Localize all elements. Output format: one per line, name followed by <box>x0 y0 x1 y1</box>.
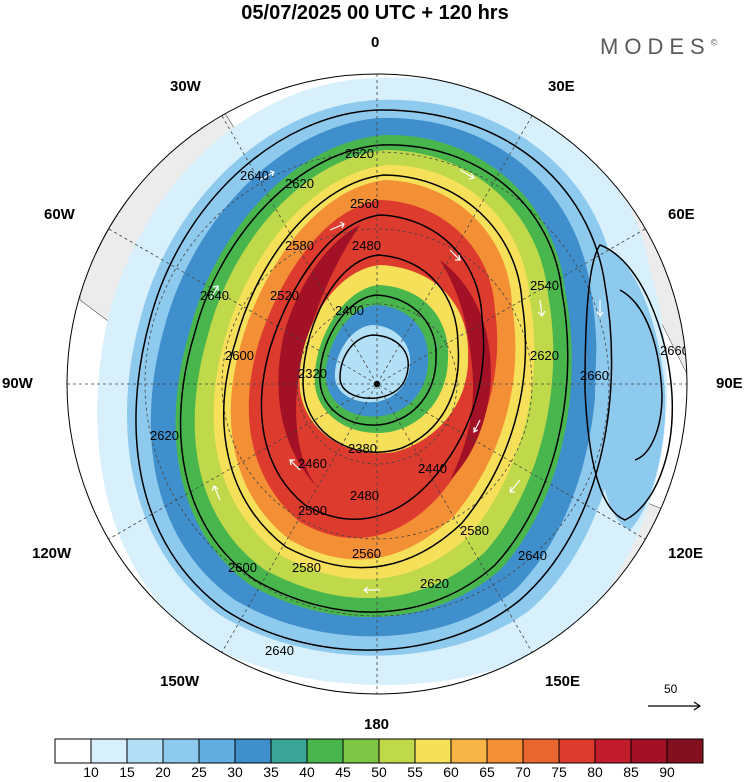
reference-vector-arrow <box>648 701 702 711</box>
colorbar-swatch <box>162 738 200 764</box>
height-contours <box>135 109 674 651</box>
colorbar-label: 20 <box>155 764 171 780</box>
contour-label: 2640 <box>200 288 229 303</box>
colorbar-swatch <box>522 738 560 764</box>
lon-label-150e: 150E <box>545 673 581 690</box>
colorbar-label: 25 <box>191 764 207 780</box>
colorbar-label: 70 <box>515 764 531 780</box>
contour-label: 2620 <box>530 348 559 363</box>
contour-label: 2620 <box>285 176 314 191</box>
wind-speed-field <box>97 77 668 685</box>
contour-label: 2320 <box>298 366 327 381</box>
contour-label: 2580 <box>292 560 321 575</box>
lon-label-0: 0 <box>371 34 380 51</box>
colorbar-label: 10 <box>83 764 99 780</box>
colorbar-swatch <box>486 738 524 764</box>
contour-label: 2660 <box>660 343 689 358</box>
contour-label: 2600 <box>225 348 254 363</box>
contour-label: 2400 <box>335 303 364 318</box>
colorbar-swatch <box>198 738 236 764</box>
brand-text: MODES <box>600 34 711 59</box>
contour-label: 2620 <box>150 428 179 443</box>
contour-label: 2380 <box>348 441 377 456</box>
contour-label: 2480 <box>350 488 379 503</box>
reference-vector-label: 50 <box>664 682 678 696</box>
colorbar-label: 40 <box>299 764 315 780</box>
wind-arrows <box>209 169 604 594</box>
colorbar-swatch <box>54 738 92 764</box>
colorbar-label: 45 <box>335 764 351 780</box>
page-title: 05/07/2025 00 UTC + 120 hrs <box>241 2 509 24</box>
map-border <box>66 73 688 695</box>
colorbar-swatch <box>378 738 416 764</box>
colorbar-swatch <box>594 738 632 764</box>
graticule <box>67 74 687 694</box>
colorbar-swatch <box>126 738 164 764</box>
contour-label: 2600 <box>228 560 257 575</box>
colorbar-swatch <box>558 738 596 764</box>
colorbar-swatch <box>450 738 488 764</box>
lon-label-150w: 150W <box>160 673 200 690</box>
colorbar-swatch <box>234 738 272 764</box>
colorbar-label: 85 <box>623 764 639 780</box>
contour-label: 2560 <box>350 196 379 211</box>
brand-logo: MODES© <box>600 34 717 60</box>
contour-label: 2660 <box>580 368 609 383</box>
lon-label-60w: 60W <box>44 206 75 223</box>
lon-label-180: 180 <box>364 716 390 733</box>
contour-label: 2640 <box>518 548 547 563</box>
contour-label: 2480 <box>352 238 381 253</box>
lon-label-30w: 30W <box>170 78 201 95</box>
contour-label: 2560 <box>352 546 381 561</box>
colorbar-label: 15 <box>119 764 135 780</box>
contour-label: 2620 <box>345 146 374 161</box>
colorbar-label: 75 <box>551 764 567 780</box>
lon-label-120e: 120E <box>668 545 704 562</box>
colorbar-label: 35 <box>263 764 279 780</box>
contour-label: 2540 <box>530 278 559 293</box>
colorbar-swatch <box>342 738 380 764</box>
contour-label: 2640 <box>240 168 269 183</box>
contour-labels: 2620 2560 2480 2400 2320 2380 2460 2440 … <box>150 146 689 658</box>
colorbar-swatch <box>306 738 344 764</box>
brand-mark: © <box>710 37 718 48</box>
colorbar-label: 50 <box>371 764 387 780</box>
lon-label-90e: 90E <box>716 375 743 392</box>
colorbar-swatch <box>630 738 668 764</box>
colorbar-label: 90 <box>659 764 675 780</box>
contour-label: 2580 <box>285 238 314 253</box>
colorbar-label: 60 <box>443 764 459 780</box>
colorbar-swatch <box>270 738 308 764</box>
contour-label: 2440 <box>418 461 447 476</box>
colorbar-label: 30 <box>227 764 243 780</box>
lon-label-90w: 90W <box>2 375 33 392</box>
colorbar-label: 55 <box>407 764 423 780</box>
contour-label: 2500 <box>298 503 327 518</box>
colorbar-label: 65 <box>479 764 495 780</box>
contour-label: 2620 <box>420 576 449 591</box>
contour-label: 2640 <box>265 643 294 658</box>
colorbar <box>54 738 704 764</box>
colorbar-label: 80 <box>587 764 603 780</box>
colorbar-swatch <box>666 738 704 764</box>
pole-marker <box>374 381 380 387</box>
lon-label-30e: 30E <box>548 78 575 95</box>
lon-label-60e: 60E <box>668 206 695 223</box>
contour-label: 2520 <box>270 288 299 303</box>
contour-label: 2460 <box>298 456 327 471</box>
lon-label-120w: 120W <box>32 545 72 562</box>
colorbar-swatch <box>90 738 128 764</box>
colorbar-swatch <box>414 738 452 764</box>
contour-label: 2580 <box>460 523 489 538</box>
